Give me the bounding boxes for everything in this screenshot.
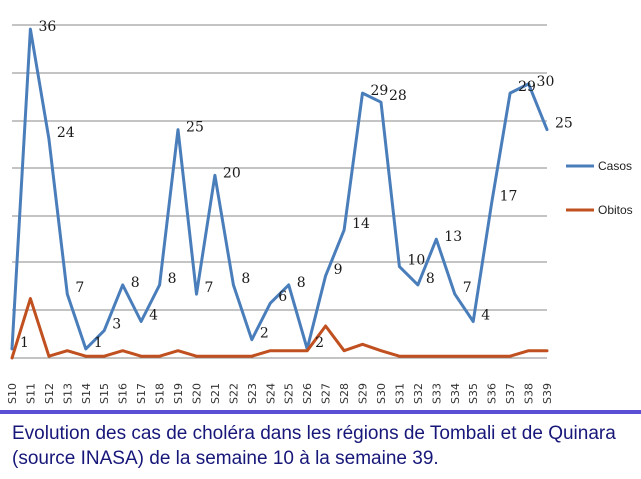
x-tick-s35: S35 — [467, 383, 480, 404]
data-label-s36: 17 — [500, 189, 518, 205]
caption-divider — [0, 410, 641, 414]
x-tick-s24: S24 — [264, 383, 277, 404]
x-tick-s13: S13 — [61, 383, 74, 404]
grid-lines — [12, 24, 547, 359]
x-tick-s26: S26 — [301, 383, 314, 404]
x-tick-s14: S14 — [80, 383, 93, 404]
x-tick-s11: S11 — [24, 383, 37, 404]
data-label-s25: 8 — [297, 275, 306, 291]
data-label-s33: 13 — [444, 229, 462, 245]
data-label-s14: 1 — [94, 335, 103, 351]
x-tick-s37: S37 — [504, 383, 517, 404]
figure-caption: Evolution des cas de choléra dans les ré… — [12, 423, 616, 469]
data-label-s37: 29 — [518, 79, 536, 95]
x-tick-s36: S36 — [486, 383, 499, 404]
x-tick-s19: S19 — [172, 383, 185, 404]
data-label-s39: 25 — [555, 116, 573, 132]
x-tick-s20: S20 — [190, 383, 203, 404]
data-label-s31: 10 — [407, 253, 425, 269]
data-label-s10: 1 — [20, 335, 29, 351]
data-label-s17: 4 — [149, 307, 158, 323]
x-tick-s25: S25 — [283, 383, 296, 404]
x-tick-s10: S10 — [6, 383, 19, 404]
data-label-s29: 29 — [371, 83, 389, 99]
x-tick-s21: S21 — [209, 383, 222, 404]
x-tick-s34: S34 — [449, 383, 462, 404]
x-tick-s38: S38 — [523, 383, 536, 404]
data-label-s22: 8 — [241, 271, 250, 287]
data-label-s11: 36 — [38, 19, 56, 35]
x-axis-ticks: S10 S11 S12 S13 S14 S15 S16 S17 S18 S19 S20 S21 S22 S… — [6, 383, 554, 404]
x-tick-s30: S30 — [375, 383, 388, 404]
data-label-s26: 2 — [315, 335, 324, 351]
data-label-s27: 9 — [334, 262, 343, 278]
x-tick-s29: S29 — [357, 383, 370, 404]
data-label-s12: 24 — [57, 125, 75, 141]
x-tick-s23: S23 — [246, 383, 259, 404]
x-tick-s31: S31 — [393, 383, 406, 404]
data-label-s16: 8 — [131, 275, 140, 291]
series-line-casos — [10, 27, 549, 351]
x-tick-s15: S15 — [98, 383, 111, 404]
x-tick-s39: S39 — [541, 383, 554, 404]
x-tick-s28: S28 — [338, 383, 351, 404]
data-label-s19: 25 — [186, 120, 204, 136]
x-tick-s22: S22 — [227, 383, 240, 404]
legend: Casos Obitos — [566, 159, 633, 217]
series-lines — [10, 27, 549, 360]
data-label-s20: 7 — [204, 280, 213, 296]
x-tick-s12: S12 — [43, 383, 56, 404]
data-label-s24: 6 — [278, 289, 287, 305]
data-label-s18: 8 — [168, 271, 177, 287]
data-label-s15: 3 — [112, 317, 121, 333]
x-tick-s32: S32 — [412, 383, 425, 404]
x-tick-s33: S33 — [430, 383, 443, 404]
x-tick-s18: S18 — [154, 383, 167, 404]
data-label-s28: 14 — [352, 216, 370, 232]
legend-label-casos: Casos — [598, 159, 632, 173]
x-tick-s27: S27 — [320, 383, 333, 404]
x-tick-s16: S16 — [117, 383, 130, 404]
data-label-s32: 8 — [426, 271, 435, 287]
data-label-s23: 2 — [260, 326, 269, 342]
data-label-s13: 7 — [75, 280, 84, 296]
data-label-s38: 30 — [537, 74, 555, 90]
x-tick-s17: S17 — [135, 383, 148, 404]
data-label-s35: 4 — [481, 307, 490, 323]
legend-label-obitos: Obitos — [598, 203, 633, 217]
data-label-s30: 28 — [389, 88, 407, 104]
series-line-obitos — [10, 297, 549, 360]
data-label-s34: 7 — [463, 280, 472, 296]
data-label-s21: 20 — [223, 165, 241, 181]
